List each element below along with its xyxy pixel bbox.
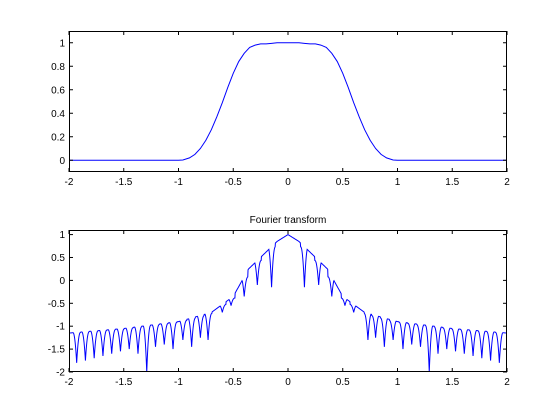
y-tick-label: 0.4 bbox=[51, 109, 65, 120]
x-tick-label: 1 bbox=[395, 377, 401, 388]
x-tick-label: 0.5 bbox=[336, 377, 350, 388]
x-tick-label: -1.5 bbox=[115, 377, 133, 388]
x-tick-label: -1 bbox=[174, 377, 183, 388]
top-plot: -2 -1.5 -1 -0.5 0 0.5 1 1.5 2 0 0.2 0.4 0.6 0.8 1 bbox=[51, 31, 510, 188]
y-tick-label: 0.2 bbox=[51, 132, 65, 143]
plot-line-1-0 bbox=[69, 233, 507, 372]
x-tick-label: 1.5 bbox=[445, 177, 459, 188]
plot-line-0-0 bbox=[69, 42, 507, 161]
x-tick-label: -1 bbox=[174, 177, 183, 188]
y-tick-label: -2 bbox=[56, 368, 65, 379]
x-tick-label: 2 bbox=[504, 177, 510, 188]
chart-title: Fourier transform bbox=[250, 215, 327, 226]
y-tick-label: 1 bbox=[59, 38, 65, 49]
y-tick-label: -0.5 bbox=[48, 299, 66, 310]
x-tick-label: -2 bbox=[65, 177, 74, 188]
fourier-transform-plot: -2 -1.5 -1 -0.5 0 0.5 1 1.5 2 -2 -1.5 -1 -0.5 0 0.5 1 Fo… bbox=[48, 215, 510, 388]
x-tick-label: 0.5 bbox=[336, 177, 350, 188]
y-tick-label: 0.6 bbox=[51, 85, 65, 96]
x-tick-label: 1 bbox=[395, 177, 401, 188]
x-tick-label: -2 bbox=[65, 377, 74, 388]
x-tick-label: 2 bbox=[504, 377, 510, 388]
y-tick-label: -1 bbox=[56, 322, 65, 333]
x-tick-label: 1.5 bbox=[445, 377, 459, 388]
y-tick-label: -1.5 bbox=[48, 345, 66, 356]
y-tick-label: 0 bbox=[59, 156, 65, 167]
x-tick-label: -1.5 bbox=[115, 177, 133, 188]
x-tick-label: 0 bbox=[285, 377, 291, 388]
x-tick-label: 0 bbox=[285, 177, 291, 188]
y-tick-label: 0 bbox=[59, 276, 65, 287]
x-tick-label: -0.5 bbox=[225, 177, 243, 188]
y-tick-label: 0.8 bbox=[51, 62, 65, 73]
y-tick-label: 1 bbox=[59, 230, 65, 241]
x-tick-label: -0.5 bbox=[225, 377, 243, 388]
y-tick-label: 0.5 bbox=[51, 253, 65, 264]
